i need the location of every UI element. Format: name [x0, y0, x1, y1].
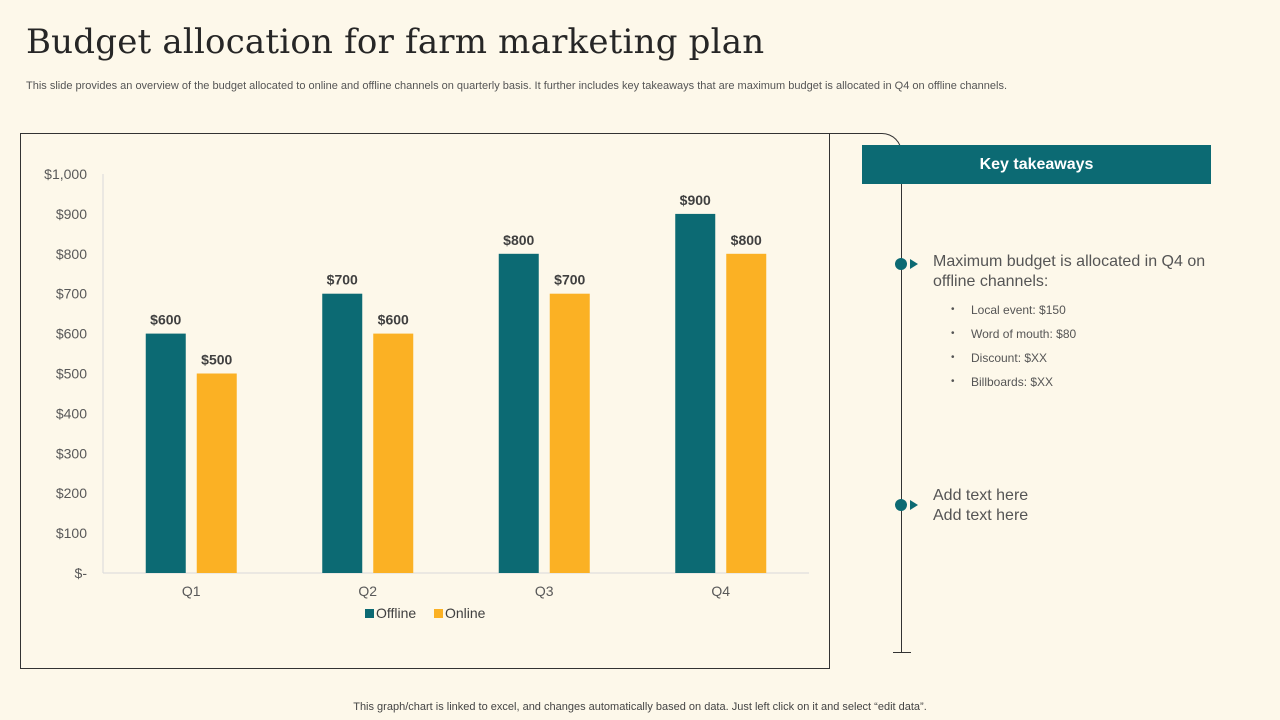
- bar-online-q3[interactable]: [549, 293, 590, 573]
- bullet-local-event: Local event: $150: [951, 298, 1076, 322]
- data-label: $600: [378, 312, 409, 328]
- takeaway-2-line-1: Add text here: [933, 487, 1029, 504]
- bar-online-q4[interactable]: [726, 253, 767, 574]
- takeaway-1-line-2: offline channels:: [933, 273, 1049, 290]
- data-label: $500: [201, 352, 232, 368]
- point-marker-icon: [895, 497, 921, 513]
- y-tick-label: $200: [56, 485, 87, 501]
- data-label: $800: [731, 232, 762, 248]
- legend-swatch-offline: [365, 609, 374, 618]
- data-label: $700: [554, 272, 585, 288]
- takeaway-1-line-1: Maximum budget is allocated in Q4 on: [933, 253, 1206, 270]
- bar-chart[interactable]: $- $100 $200 $300 $400 $500 $600 $700 $800 $900 $1…: [21, 134, 829, 668]
- takeaway-point-2: Add text here Add text here: [933, 486, 1028, 526]
- footer-note: This graph/chart is linked to excel, and…: [353, 701, 927, 713]
- bullet-discount: Discount: $XX: [951, 346, 1076, 370]
- bar-offline-q4[interactable]: [675, 213, 716, 573]
- takeaway-2-line-2: Add text here: [933, 507, 1029, 524]
- y-tick-label: $100: [56, 525, 87, 541]
- y-tick-label: $600: [56, 326, 87, 342]
- marker-arrow-icon: [910, 259, 918, 269]
- bar-online-q1[interactable]: [196, 373, 237, 574]
- timeline-line: [901, 155, 902, 653]
- y-tick-label: $300: [56, 445, 87, 461]
- takeaway-1-bullets: Local event: $150 Word of mouth: $80 Dis…: [951, 298, 1076, 394]
- legend-label-offline: Offline: [376, 605, 416, 621]
- data-label: $700: [327, 272, 358, 288]
- bullet-billboards: Billboards: $XX: [951, 370, 1076, 394]
- bar-offline-q3[interactable]: [498, 253, 539, 574]
- legend-label-online: Online: [445, 605, 486, 621]
- marker-arrow-icon: [910, 500, 918, 510]
- chart-container[interactable]: $- $100 $200 $300 $400 $500 $600 $700 $800 $900 $1…: [20, 133, 830, 669]
- timeline-end-cap: [893, 652, 911, 653]
- data-label: $600: [150, 312, 181, 328]
- y-tick-label: $1,000: [44, 166, 87, 182]
- bullet-word-of-mouth: Word of mouth: $80: [951, 322, 1076, 346]
- x-tick-label: Q2: [358, 583, 377, 599]
- key-takeaways-header: Key takeaways: [862, 145, 1211, 184]
- point-marker-icon: [895, 256, 921, 272]
- page-title: Budget allocation for farm marketing pla…: [26, 22, 765, 62]
- y-tick-label: $700: [56, 286, 87, 302]
- y-tick-label: $-: [75, 565, 88, 581]
- data-label: $900: [680, 192, 711, 208]
- y-tick-label: $400: [56, 405, 87, 421]
- x-tick-label: Q4: [711, 583, 730, 599]
- x-tick-label: Q1: [182, 583, 201, 599]
- y-tick-label: $900: [56, 206, 87, 222]
- data-label: $800: [503, 232, 534, 248]
- marker-dot: [895, 499, 907, 511]
- bar-online-q2[interactable]: [373, 333, 414, 573]
- bar-offline-q1[interactable]: [145, 333, 186, 573]
- marker-dot: [895, 258, 907, 270]
- y-tick-label: $800: [56, 246, 87, 262]
- bar-offline-q2[interactable]: [322, 293, 363, 573]
- page-subtitle: This slide provides an overview of the b…: [26, 80, 1007, 92]
- x-tick-label: Q3: [535, 583, 554, 599]
- y-tick-label: $500: [56, 366, 87, 382]
- legend-swatch-online: [434, 609, 443, 618]
- takeaway-point-1: Maximum budget is allocated in Q4 on off…: [933, 252, 1205, 292]
